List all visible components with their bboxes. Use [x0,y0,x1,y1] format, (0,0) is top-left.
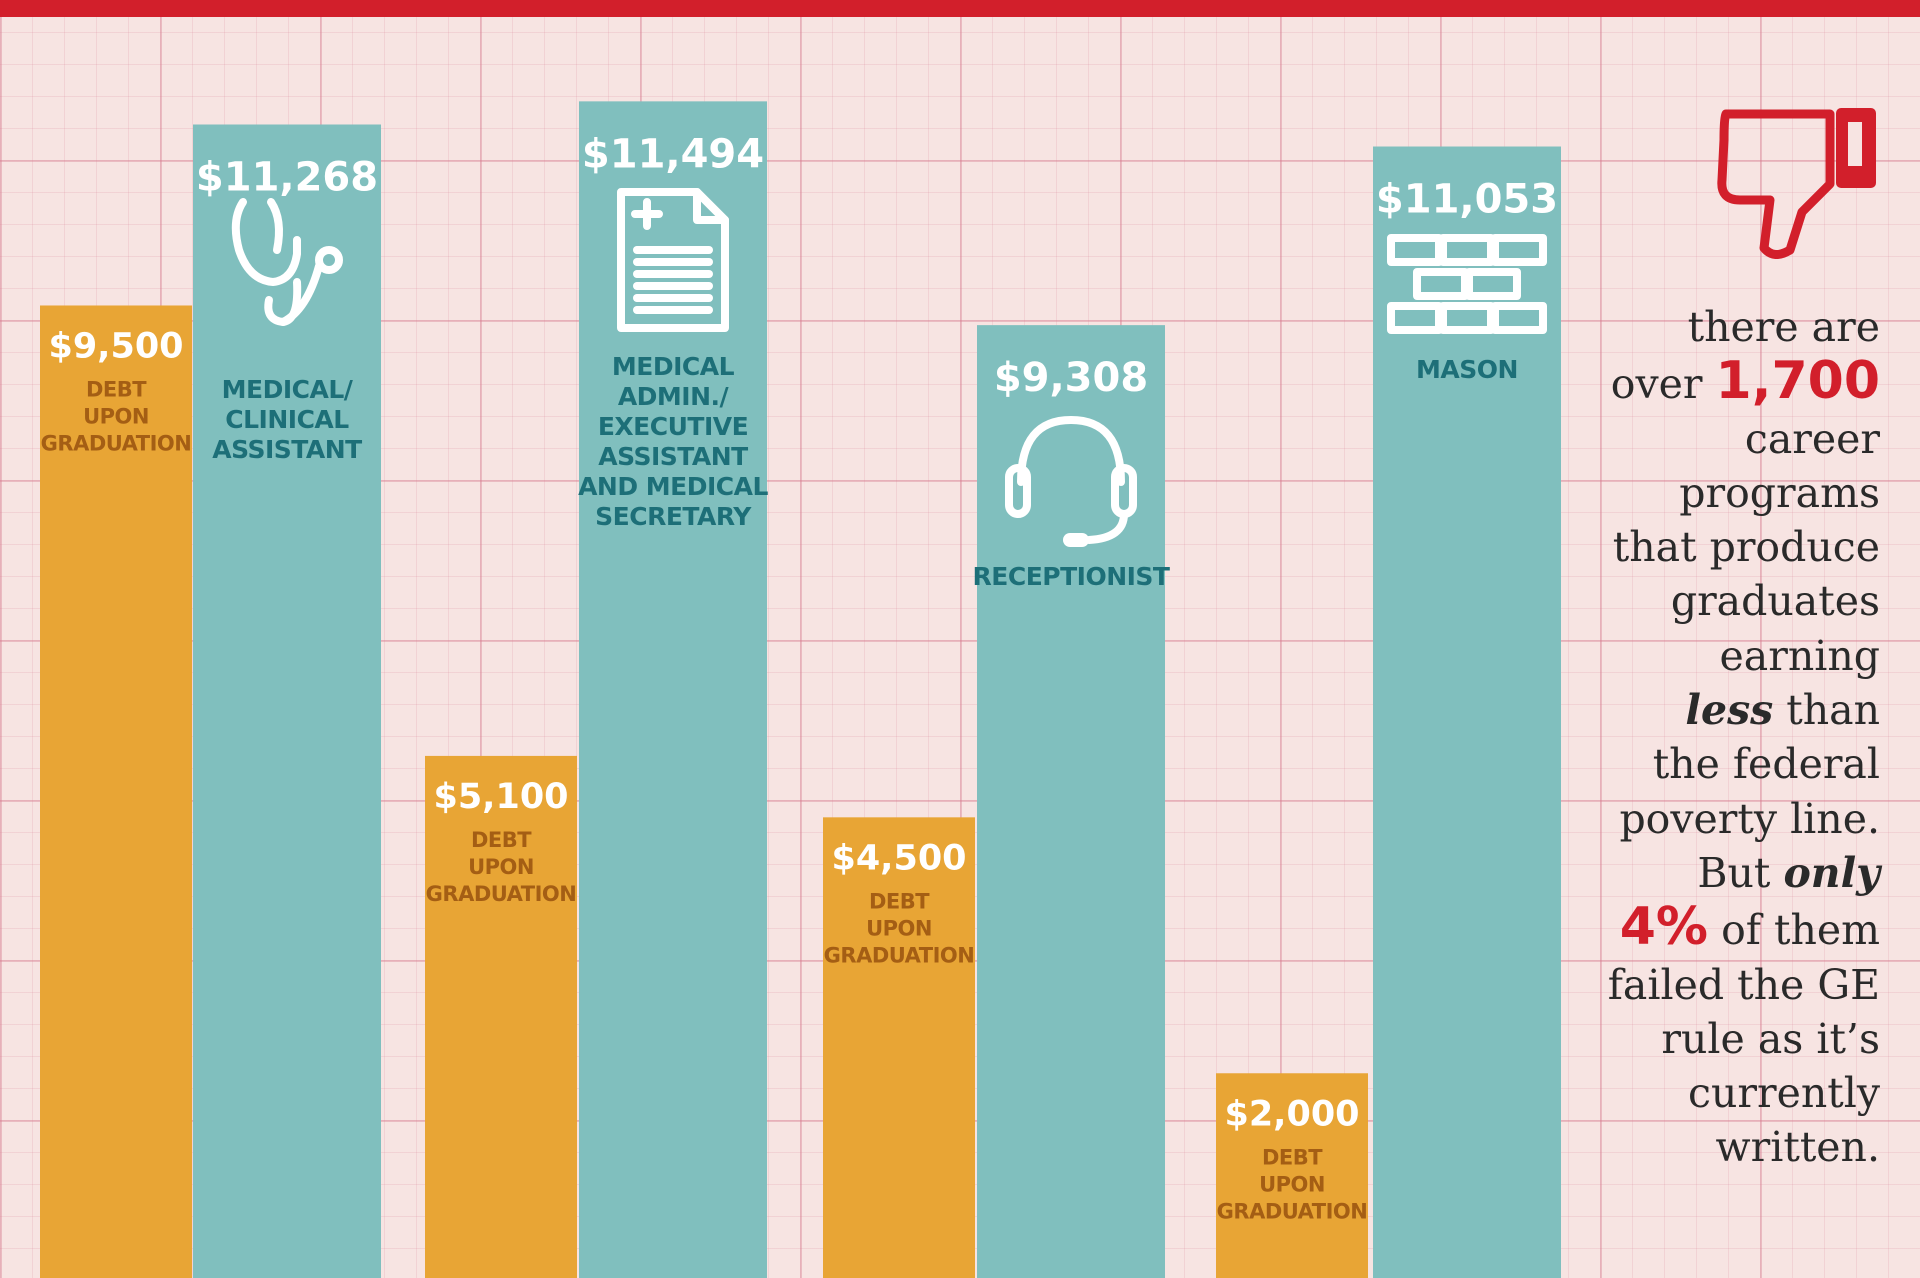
debt-caption: DEBT [471,828,532,852]
debt-bar [40,305,192,1278]
side-note-line: written. [1715,1123,1880,1172]
side-note-line: rule as it’s [1661,1014,1880,1063]
stethoscope-icon [231,198,343,326]
debt-caption: DEBT [86,377,147,401]
side-note-line: graduates [1670,577,1880,626]
job-title-label: MASON [1416,355,1518,384]
side-note-line: programs [1679,468,1880,517]
job-title-label: MEDICAL/ [222,375,354,404]
earnings-value-label: $11,494 [582,131,764,177]
thumbs-down-icon [1717,108,1876,259]
emphasis-only: only [1783,848,1880,897]
headset-icon [1005,416,1137,547]
brick-wall-icon [1387,234,1547,334]
side-note-line: career [1744,414,1880,463]
job-title-label: SECRETARY [595,502,752,531]
debt-caption: GRADUATION [426,882,577,906]
failed-percentage: 4% [1619,897,1709,958]
document-icon [617,188,729,332]
side-note-line: currently [1688,1069,1880,1118]
side-note-line: over 1,700 [1610,351,1880,412]
debt-caption: GRADUATION [824,943,975,967]
debt-caption: UPON [866,916,932,940]
debt-caption: GRADUATION [41,431,192,455]
debt-caption: DEBT [1262,1145,1323,1169]
emphasis-less: less [1685,686,1774,735]
job-title-label: ADMIN./ [618,382,730,411]
job-title-label: RECEPTIONIST [973,562,1170,591]
debt-caption: DEBT [869,889,930,913]
job-title-label: CLINICAL [225,405,349,434]
earnings-value-label: $11,053 [1376,177,1558,223]
earnings-bar [193,124,381,1278]
debt-bar [1216,1073,1368,1278]
side-note-line: that produce [1612,523,1880,572]
side-note-line: there are [1687,303,1880,351]
debt-caption: UPON [1259,1172,1325,1196]
debt-value-label: $2,000 [1224,1094,1359,1134]
job-title-label: ASSISTANT [212,435,362,464]
side-note-line: earning [1719,631,1880,680]
earnings-bar [977,325,1165,1278]
earnings-value-label: $11,268 [196,154,378,200]
side-note-line: failed the GE [1607,960,1880,1009]
debt-bar [425,755,577,1278]
debt-value-label: $9,500 [48,326,183,366]
top-color-band [0,0,1920,17]
job-title-label: ASSISTANT [598,442,748,471]
job-title-label: EXECUTIVE [598,412,748,441]
debt-value-label: $5,100 [433,777,568,817]
side-note-line: the federal [1652,740,1880,789]
job-title-label: MEDICAL [612,352,735,381]
earnings-bar [1373,146,1561,1278]
side-note-line: less than [1685,686,1880,735]
side-note: there are over 1,700 career programs tha… [1570,300,1880,1175]
side-note-line: 4% of them [1619,897,1880,958]
debt-bar [823,817,975,1278]
job-title-label: AND MEDICAL [578,472,768,501]
debt-caption: UPON [83,404,149,428]
debt-value-label: $4,500 [831,838,966,878]
side-note-line: But only [1697,848,1880,897]
earnings-value-label: $9,308 [994,355,1148,401]
debt-caption: UPON [468,855,534,879]
side-note-line: poverty line. [1619,794,1880,843]
program-count: 1,700 [1715,351,1880,412]
debt-caption: GRADUATION [1217,1199,1368,1223]
